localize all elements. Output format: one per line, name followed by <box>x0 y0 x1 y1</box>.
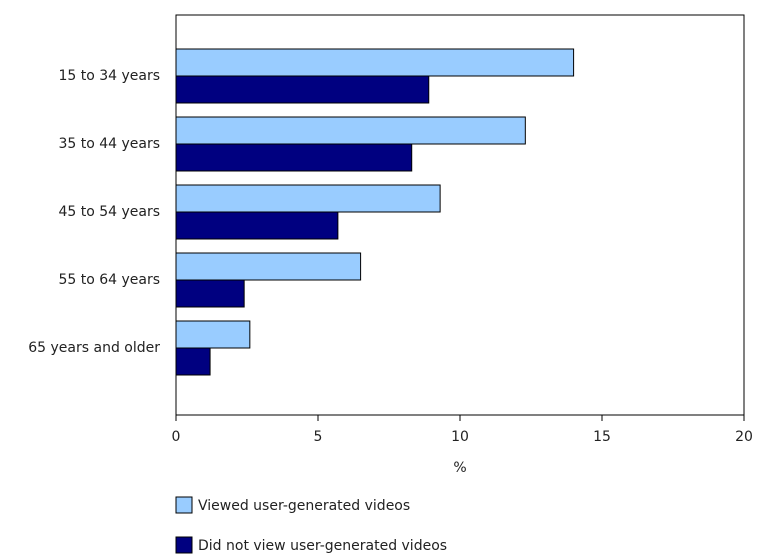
x-tick-label: 0 <box>172 429 181 445</box>
legend-label: Viewed user-generated videos <box>198 498 410 514</box>
bar <box>175 347 211 376</box>
bar <box>175 279 245 308</box>
bar <box>175 252 362 281</box>
x-tick-label: 5 <box>314 429 323 445</box>
bar <box>175 75 430 104</box>
bar <box>175 184 441 213</box>
legend-swatch <box>175 536 193 554</box>
y-tick-label: 35 to 44 years <box>58 136 160 152</box>
y-tick-label: 55 to 64 years <box>58 272 160 288</box>
bar <box>175 211 339 240</box>
legend-label: Did not view user-generated videos <box>198 538 447 554</box>
x-tick-label: 15 <box>593 429 611 445</box>
x-tick-label: 10 <box>451 429 469 445</box>
bar <box>175 48 575 77</box>
bar <box>175 116 526 145</box>
y-tick-label: 65 years and older <box>28 340 160 356</box>
x-tick-label: 20 <box>735 429 753 445</box>
x-axis-label: % <box>453 460 466 476</box>
y-tick-label: 45 to 54 years <box>58 204 160 220</box>
bar <box>175 143 413 172</box>
bar <box>175 320 251 349</box>
legend-swatch <box>175 496 193 514</box>
y-tick-label: 15 to 34 years <box>58 68 160 84</box>
